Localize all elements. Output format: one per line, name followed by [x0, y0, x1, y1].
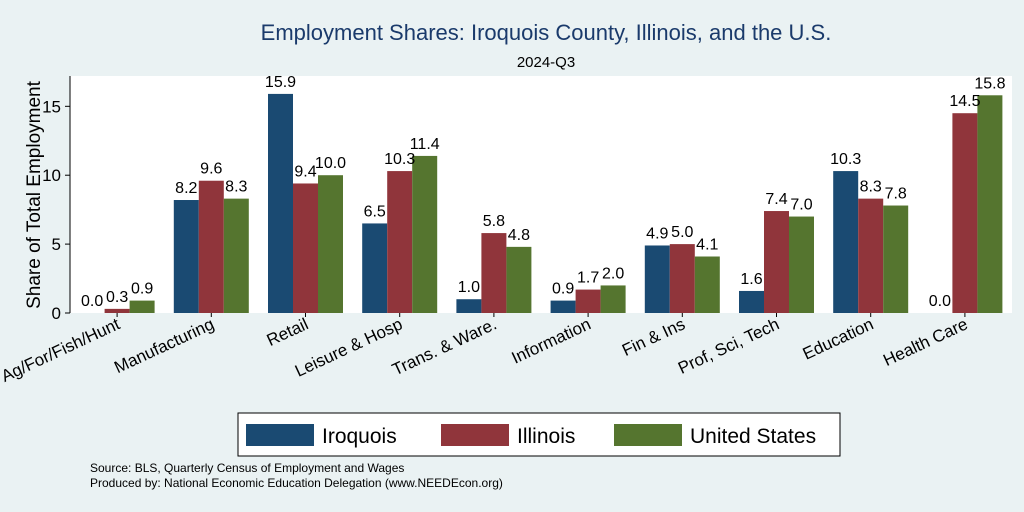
x-tick-label: Manufacturing: [111, 314, 217, 377]
data-label: 7.8: [885, 186, 907, 203]
legend-items: Iroquois Illinois United States: [246, 424, 816, 448]
data-label: 0.0: [929, 293, 951, 310]
produced-by-note: Produced by: National Economic Education…: [90, 476, 503, 490]
x-tick-label: Trans. & Ware.: [389, 314, 499, 379]
bar-united-states-health-care: [977, 95, 1003, 313]
data-label: 4.1: [696, 237, 718, 254]
chart-title: Employment Shares: Iroquois County, Illi…: [261, 20, 832, 45]
bar-united-states-leisure-hosp: [412, 155, 438, 313]
x-tick-label: Ag/For/Fish/Hunt: [0, 314, 123, 386]
legend-label-iroquois: Iroquois: [322, 425, 397, 448]
bar-united-states-manufacturing: [223, 198, 249, 313]
data-label: 10.3: [830, 151, 861, 168]
bar-illinois-information: [575, 289, 601, 313]
data-label: 8.3: [225, 179, 247, 196]
data-label: 8.2: [175, 180, 197, 197]
legend-label-united-states: United States: [690, 425, 816, 448]
data-label: 14.5: [949, 93, 980, 110]
data-label: 1.6: [740, 271, 762, 288]
bar-united-states-ag-for-fish-hunt: [129, 300, 155, 313]
x-tick-label: Education: [800, 314, 877, 363]
data-label: 1.7: [577, 270, 599, 287]
legend-swatch-iroquois: [246, 424, 314, 446]
x-tick-label: Leisure & Hosp: [292, 314, 405, 380]
data-label: 4.8: [508, 227, 530, 244]
data-label: 6.5: [364, 203, 386, 220]
bar-united-states-education: [883, 205, 909, 313]
data-label: 11.4: [410, 136, 440, 153]
bar-illinois-ag-for-fish-hunt: [104, 308, 130, 313]
bar-illinois-retail: [293, 183, 318, 313]
data-label: 0.9: [131, 281, 153, 298]
bar-illinois-manufacturing: [198, 180, 224, 313]
bar-iroquois-fin-ins: [644, 245, 670, 313]
bar-iroquois-information: [550, 300, 576, 313]
x-tick-label: Fin & Ins: [619, 314, 688, 360]
bar-iroquois-trans-ware: [456, 299, 482, 313]
x-tick-label: Information: [509, 314, 594, 367]
data-label: 0.9: [552, 281, 574, 298]
bar-illinois-health-care: [952, 113, 978, 313]
bar-illinois-fin-ins: [669, 244, 695, 313]
data-label: 5.0: [671, 224, 693, 241]
y-axis-label: Share of Total Employment: [24, 80, 45, 308]
source-note: Source: BLS, Quarterly Census of Employm…: [90, 461, 404, 475]
y-tick-label: 0: [52, 304, 61, 323]
data-label: 0.3: [106, 289, 128, 306]
y-tick-label: 15: [42, 97, 61, 116]
data-label: 7.0: [790, 197, 812, 214]
bar-illinois-education: [858, 198, 884, 313]
legend-swatch-illinois: [441, 424, 509, 446]
bar-united-states-prof-sci-tech: [789, 216, 814, 313]
bar-iroquois-retail: [268, 93, 293, 314]
data-label: 10.3: [384, 151, 415, 168]
legend-label-illinois: Illinois: [517, 425, 575, 448]
y-tick-label: 10: [42, 166, 61, 185]
x-tick-label: Health Care: [880, 314, 970, 370]
bar-illinois-prof-sci-tech: [764, 211, 789, 313]
data-label: 8.3: [860, 179, 882, 196]
bar-illinois-trans-ware: [481, 233, 507, 313]
bar-iroquois-prof-sci-tech: [739, 290, 764, 313]
bar-united-states-trans-ware: [506, 246, 532, 313]
bar-united-states-fin-ins: [694, 256, 720, 313]
bar-iroquois-leisure-hosp: [362, 223, 388, 313]
data-label: 5.8: [483, 213, 505, 230]
data-label: 10.0: [315, 155, 346, 172]
data-label: 7.4: [765, 191, 787, 208]
data-label: 0.0: [81, 293, 103, 310]
legend: [237, 412, 841, 457]
data-label: 4.9: [646, 225, 668, 242]
bar-illinois-leisure-hosp: [387, 171, 413, 313]
data-label: 9.6: [200, 161, 222, 178]
x-tick-label: Prof, Sci, Tech: [675, 314, 782, 377]
bar-iroquois-manufacturing: [173, 200, 199, 313]
bar-iroquois-education: [833, 171, 859, 313]
chart-subtitle: 2024-Q3: [517, 54, 575, 71]
data-label: 9.4: [294, 163, 316, 180]
legend-swatch-united-states: [614, 424, 682, 446]
x-tick-label: Retail: [264, 314, 311, 350]
y-ticks-group: 0 5 10 15: [42, 97, 70, 323]
bars-group: [104, 93, 1003, 314]
bar-united-states-information: [600, 285, 626, 313]
bar-united-states-retail: [318, 175, 343, 313]
data-label: 15.8: [974, 75, 1005, 92]
data-label: 15.9: [265, 74, 296, 91]
y-tick-label: 5: [52, 235, 61, 254]
data-labels-group: 0.0 0.3 0.98.29.68.315.99.410.06.510.311.4…: [81, 74, 1006, 310]
data-label: 2.0: [602, 265, 624, 282]
data-label: 1.0: [458, 279, 480, 296]
